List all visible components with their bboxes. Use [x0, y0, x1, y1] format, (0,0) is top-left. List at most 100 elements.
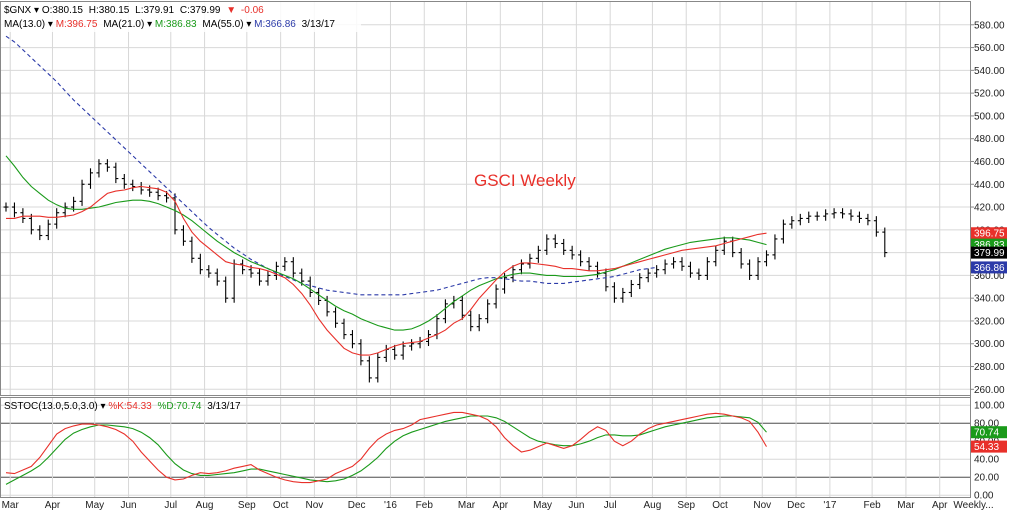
stoch-tick-label: 80.00 [974, 419, 999, 430]
time-tick-label: May [85, 500, 104, 511]
price-header: $GNX ▾ O:380.15 H:380.15 L:379.91 C:379.… [4, 5, 264, 16]
price-tick-label: 360.00 [974, 271, 1005, 282]
header-background [1, 2, 361, 32]
time-tick-label: Oct [712, 500, 728, 511]
price-tick-label: 420.00 [974, 203, 1005, 214]
time-tick-label: Feb [864, 500, 882, 511]
time-tick-label: Nov [306, 500, 324, 511]
stoch-tick-label: 20.00 [974, 473, 999, 484]
time-tick-label: Apr [932, 500, 948, 511]
time-tick-label: Mar [2, 500, 20, 511]
price-tick-label: 580.00 [974, 20, 1005, 31]
d-value: %D:70.74 [158, 401, 202, 412]
stoch-k-badge-text: 54.33 [974, 442, 999, 453]
change-value: -0.06 [241, 5, 264, 16]
price-tick-label: 300.00 [974, 339, 1005, 350]
time-tick-label: '17 [823, 500, 836, 511]
stoch-panel-frame [0, 397, 971, 498]
ma13-badge [971, 227, 1007, 240]
time-tick-label: Jun [568, 500, 584, 511]
ma21-value: M:386.83 [155, 19, 197, 30]
time-tick-label: Sep [238, 500, 256, 511]
stoch-k-badge [971, 440, 1007, 453]
time-tick-label: Apr [493, 500, 509, 511]
time-tick-label: Aug [196, 500, 214, 511]
ma13-line [6, 185, 767, 356]
time-tick-label: Mar [897, 500, 915, 511]
stoch-header: SSTOC(13.0,5.0,3.0) ▾ %K:54.33 %D:70.74 … [4, 401, 241, 412]
chevron-down-icon[interactable]: ▾ [34, 5, 42, 16]
ma55-label[interactable]: MA(55.0) [202, 19, 243, 30]
stoch-d-line [5, 415, 767, 485]
time-tick-label: Sep [677, 500, 695, 511]
chevron-down-icon[interactable]: ▾ [101, 401, 109, 412]
close-badge-text: 379.99 [974, 248, 1005, 259]
k-value: %K:54.33 [108, 401, 152, 412]
time-tick-label: Jul [604, 500, 617, 511]
close-value: C:379.99 [180, 5, 221, 16]
chevron-down-icon[interactable]: ▾ [48, 19, 56, 30]
time-tick-label: Dec [787, 500, 805, 511]
time-tick-label: Aug [644, 500, 662, 511]
time-tick-label: Apr [45, 500, 61, 511]
header-date: 3/13/17 [302, 19, 336, 30]
down-triangle-icon: ▼ [226, 5, 236, 16]
ma13-badge-text: 396.75 [974, 229, 1005, 240]
price-tick-label: 460.00 [974, 157, 1005, 168]
time-tick-label: Mar [458, 500, 476, 511]
stoch-d-badge-text: 70.74 [974, 428, 999, 439]
price-bars [3, 159, 888, 383]
close-badge [971, 246, 1007, 259]
high-value: H:380.15 [89, 5, 130, 16]
series-lines [5, 35, 767, 485]
price-tick-label: 340.00 [974, 294, 1005, 305]
stoch-tick-label: 100.00 [974, 401, 1005, 412]
time-tick-label: Weekly... [953, 500, 993, 511]
ma55-line [5, 35, 657, 296]
stoch-d-badge [971, 426, 1007, 439]
chevron-down-icon[interactable]: ▾ [246, 19, 254, 30]
price-tick-label: 260.00 [974, 385, 1005, 396]
ma21-line [5, 155, 767, 331]
price-tick-label: 280.00 [974, 362, 1005, 373]
ma55-badge [971, 261, 1007, 274]
time-tick-label: Jun [120, 500, 136, 511]
price-grid [1, 24, 970, 390]
price-tick-label: 500.00 [974, 111, 1005, 122]
symbol-label[interactable]: $GNX [4, 5, 32, 16]
chevron-down-icon[interactable]: ▾ [147, 19, 155, 30]
time-tick-label: Jul [164, 500, 177, 511]
time-tick-label: '16 [384, 500, 397, 511]
open-value: O:380.15 [42, 5, 84, 16]
price-tick-label: 520.00 [974, 89, 1005, 100]
stoch-k-line [5, 411, 767, 484]
time-tick-label: Nov [753, 500, 771, 511]
ma21-label[interactable]: MA(21.0) [103, 19, 144, 30]
ma55-badge-text: 366.86 [974, 263, 1005, 274]
price-tick-label: 540.00 [974, 66, 1005, 77]
ma55-value: M:366.86 [254, 19, 296, 30]
time-axis: Mar Apr May Jun Jul Aug Sep Oct Nov Dec '16 Feb Mar A… [2, 500, 994, 511]
chart-title: GSCI Weekly [474, 171, 576, 190]
price-tick-label: 560.00 [974, 43, 1005, 54]
stoch-tick-label: 40.00 [974, 455, 999, 466]
ma13-value: M:396.75 [56, 19, 98, 30]
time-tick-label: Feb [416, 500, 434, 511]
time-tick-label: Dec [348, 500, 366, 511]
stoch-grid [1, 404, 970, 496]
time-tick-label: May [533, 500, 552, 511]
ma13-label[interactable]: MA(13.0) [4, 19, 45, 30]
price-tick-label: 480.00 [974, 134, 1005, 145]
stoch-date: 3/13/17 [207, 401, 241, 412]
stoch-label[interactable]: SSTOC(13.0,5.0,3.0) [4, 401, 98, 412]
price-tick-label: 320.00 [974, 316, 1005, 327]
time-tick-label: Oct [273, 500, 289, 511]
ma21-badge-text: 386.83 [974, 240, 1005, 251]
price-axis: 260.00280.00300.00320.00340.00360.00380.… [970, 20, 1005, 396]
stoch-tick-label: 0.00 [974, 491, 994, 502]
ma-header: MA(13.0) ▾ M:396.75 MA(21.0) ▾ M:386.83 … [4, 19, 335, 30]
low-value: L:379.91 [135, 5, 174, 16]
price-tick-label: 440.00 [974, 180, 1005, 191]
